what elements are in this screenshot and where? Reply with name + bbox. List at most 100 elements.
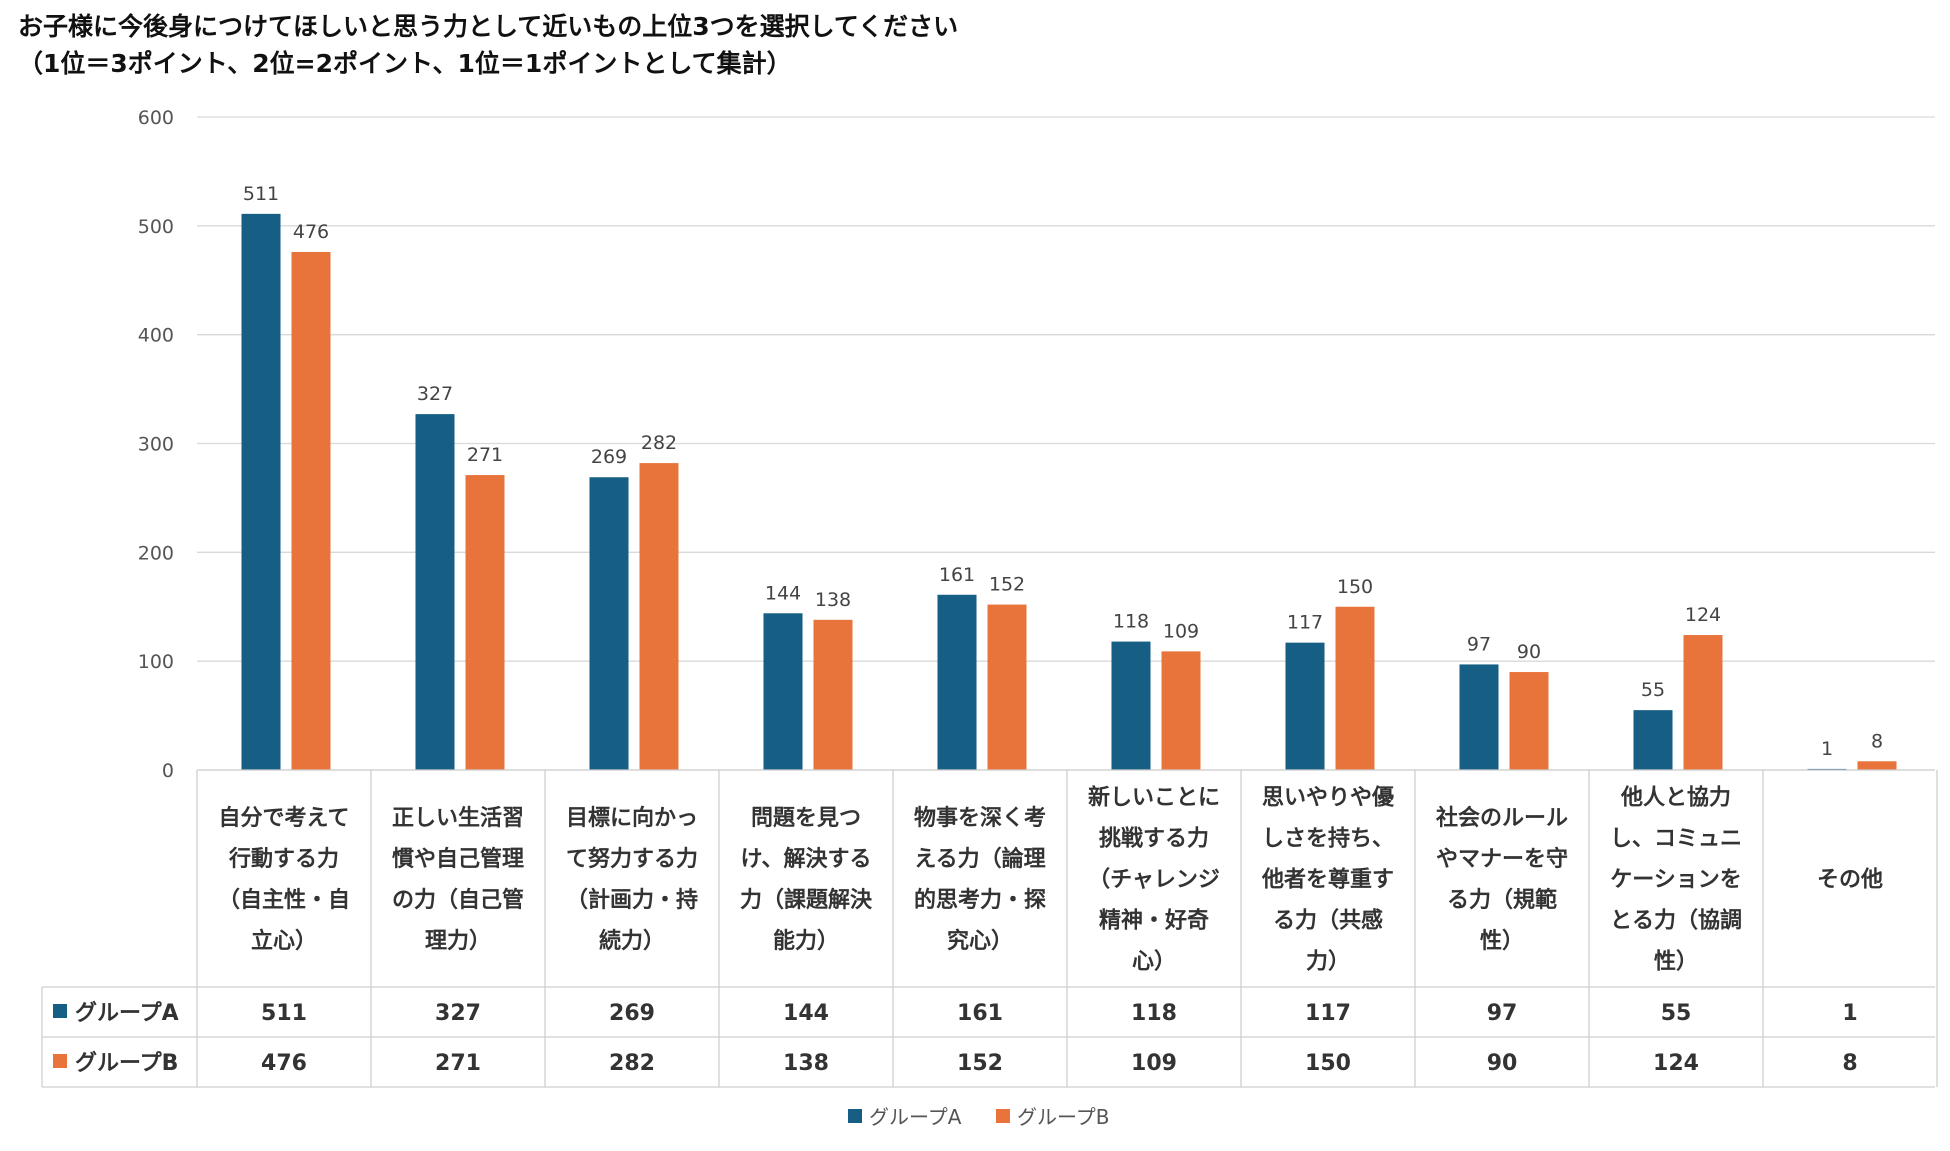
bar-group-b bbox=[465, 475, 505, 770]
category-label-line: 行動する力 bbox=[228, 846, 339, 872]
bar-group-a bbox=[1285, 642, 1325, 770]
data-label: 124 bbox=[1685, 604, 1721, 626]
data-label: 144 bbox=[765, 582, 801, 604]
data-label: 118 bbox=[1113, 611, 1149, 633]
table-cell: 152 bbox=[957, 1051, 1003, 1076]
legend-label: グループA bbox=[869, 1105, 962, 1129]
y-tick-label: 200 bbox=[138, 542, 174, 564]
table-cell: 138 bbox=[783, 1051, 829, 1076]
bar-group-a bbox=[589, 477, 629, 770]
table-cell: 124 bbox=[1653, 1051, 1699, 1076]
category-label-line: 社会のルール bbox=[1436, 805, 1568, 831]
table-cell: 161 bbox=[957, 1001, 1003, 1026]
table-cell: 55 bbox=[1661, 1001, 1692, 1026]
category-label-line: える力（論理 bbox=[914, 846, 1045, 872]
category-label-line: ケーションを bbox=[1610, 868, 1742, 893]
y-tick-label: 0 bbox=[162, 760, 174, 782]
bar-group-b bbox=[1683, 635, 1723, 770]
category-label: 目標に向かって努力する力 （計画力・持続力） bbox=[566, 805, 698, 954]
category-label-line: 心） bbox=[1132, 950, 1176, 975]
legend-swatch bbox=[848, 1109, 862, 1123]
category-label-line: 他者を尊重す bbox=[1261, 867, 1394, 893]
data-label: 161 bbox=[939, 564, 975, 586]
bar-group-b bbox=[987, 604, 1027, 770]
category-label-line: て努力する力 bbox=[566, 846, 698, 872]
bar-group-a bbox=[1633, 710, 1673, 770]
table-cell: 282 bbox=[609, 1051, 655, 1076]
data-labels: 511 476 327 271 269 282 144 138 161 152 118 109 117 1… bbox=[243, 183, 1883, 760]
category-label-line: （チャレンジ bbox=[1088, 868, 1220, 893]
category-label: 新しいことに挑戦する力 （チャレンジ精神・好奇心） bbox=[1088, 785, 1220, 975]
data-label: 97 bbox=[1467, 633, 1491, 655]
table-cell: 271 bbox=[435, 1051, 481, 1076]
data-label: 269 bbox=[591, 446, 627, 468]
category-label-line: 的思考力・探 bbox=[914, 887, 1046, 913]
data-label: 109 bbox=[1163, 620, 1199, 642]
data-label: 152 bbox=[989, 574, 1025, 596]
category-label-line: る力（規範 bbox=[1447, 887, 1557, 913]
table-cell: 8 bbox=[1842, 1051, 1857, 1076]
table-cell: 327 bbox=[435, 1001, 481, 1026]
category-label-line: （計画力・持 bbox=[566, 887, 698, 913]
category-label-line: 物事を深く考 bbox=[914, 805, 1046, 831]
category-label-line: け、解決する bbox=[741, 846, 872, 872]
bar-group-b bbox=[813, 619, 853, 770]
category-label: 思いやりや優しさを持ち、他者を尊重する力（共感力） bbox=[1261, 786, 1395, 975]
legend-swatch bbox=[996, 1109, 1010, 1123]
category-label: 自分で考えて行動する力 （自主性・自立心） bbox=[218, 805, 350, 954]
y-tick-label: 500 bbox=[138, 216, 174, 238]
category-label: 他人と協力し、コミュニケーションをとる力（協調性） bbox=[1610, 785, 1742, 975]
data-label: 327 bbox=[417, 383, 453, 405]
table-cell: 109 bbox=[1131, 1051, 1177, 1076]
category-label-line: 性） bbox=[1654, 950, 1698, 975]
legend: グループA グループB bbox=[848, 1105, 1110, 1129]
table-cell: 269 bbox=[609, 1001, 655, 1026]
category-label-line: る力（共感 bbox=[1273, 908, 1383, 934]
y-axis-ticks: 0 100 200 300 400 500 600 bbox=[138, 107, 174, 782]
category-labels: 自分で考えて行動する力 （自主性・自立心） 正しい生活習慣や自己管理の力（自己管理力… bbox=[218, 785, 1883, 975]
category-label-line: 思いやりや優 bbox=[1262, 786, 1395, 811]
category-label-line: 他人と協力 bbox=[1620, 785, 1731, 811]
bar-group-b bbox=[639, 463, 679, 770]
legend-key bbox=[53, 1054, 67, 1068]
category-label: 問題を見つけ、解決する力（課題解決能力） bbox=[740, 806, 873, 954]
category-label: 物事を深く考える力（論理的思考力・探究心） bbox=[914, 805, 1046, 954]
category-label-line: 性） bbox=[1480, 929, 1524, 954]
category-label-line: 立心） bbox=[251, 928, 317, 954]
data-table bbox=[41, 769, 1938, 1088]
category-label-line: 正しい生活習 bbox=[392, 806, 524, 831]
bar-group-a bbox=[415, 414, 455, 770]
table-cell: 97 bbox=[1487, 1001, 1518, 1026]
data-label: 117 bbox=[1287, 612, 1323, 634]
category-label-line: 挑戦する力 bbox=[1099, 827, 1209, 852]
title-line-2: （1位＝3ポイント、2位=2ポイント、1位＝1ポイントとして集計） bbox=[18, 49, 792, 78]
category-label-line: その他 bbox=[1817, 868, 1883, 893]
table-cell: 511 bbox=[261, 1001, 307, 1026]
data-label: 8 bbox=[1871, 730, 1883, 752]
category-label-line: 慣や自己管理 bbox=[392, 846, 524, 872]
category-label-line: の力（自己管 bbox=[392, 887, 524, 913]
data-label: 90 bbox=[1517, 641, 1541, 663]
category-label-line: 力） bbox=[1306, 950, 1350, 975]
data-label: 1 bbox=[1821, 738, 1833, 760]
row-label: グループB bbox=[75, 1050, 178, 1076]
table-cell: 1 bbox=[1842, 1001, 1857, 1026]
category-label: 社会のルールやマナーを守る力（規範性） bbox=[1436, 805, 1568, 954]
bar-group-b bbox=[1161, 651, 1201, 770]
data-label: 511 bbox=[243, 183, 279, 205]
gridlines bbox=[197, 116, 1935, 771]
data-label: 282 bbox=[641, 432, 677, 454]
y-tick-label: 100 bbox=[138, 651, 174, 673]
category-label-line: 究心） bbox=[947, 928, 1013, 954]
category-label-line: やマナーを守 bbox=[1436, 846, 1568, 872]
category-label-line: （自主性・自 bbox=[218, 887, 350, 913]
data-label: 150 bbox=[1337, 576, 1373, 598]
bar-group-a bbox=[763, 613, 803, 770]
chart-title: お子様に今後身につけてほしいと思う力として近いもの上位3つを選択してください （… bbox=[18, 8, 1918, 82]
category-label-line: 能力） bbox=[773, 928, 839, 954]
bar-group-a bbox=[1111, 641, 1151, 770]
category-label-line: 理力） bbox=[425, 929, 491, 954]
bar-group-b bbox=[291, 251, 331, 770]
table-cell: 117 bbox=[1305, 1001, 1351, 1026]
